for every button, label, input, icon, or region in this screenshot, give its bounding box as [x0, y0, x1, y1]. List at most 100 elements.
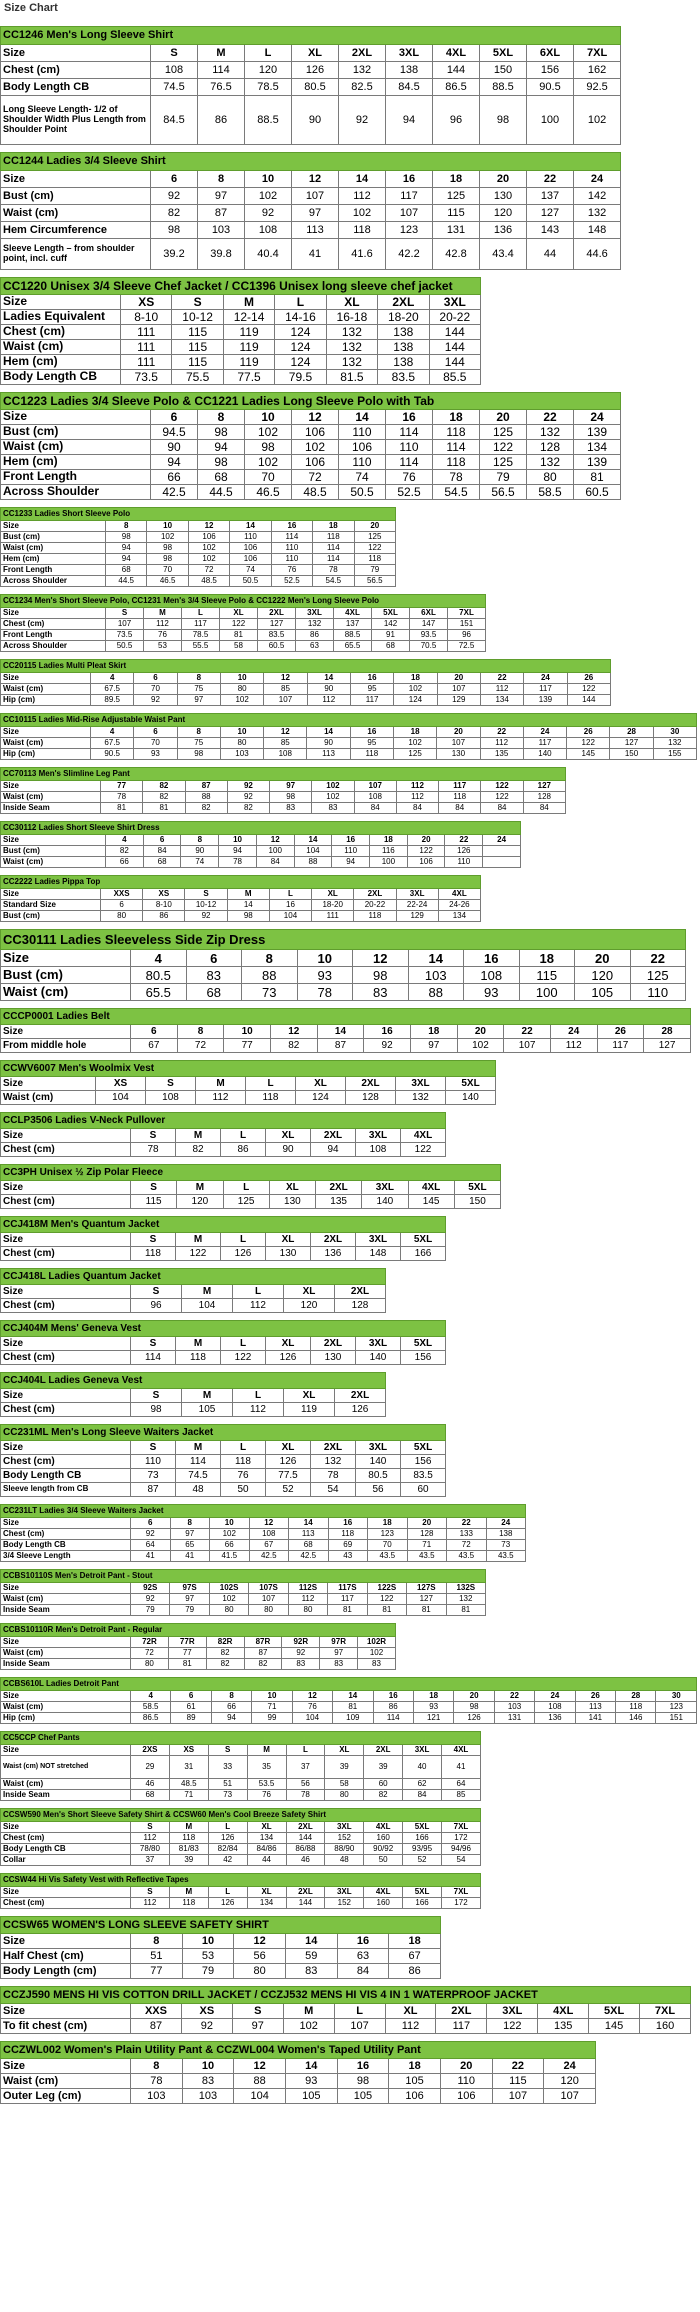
table-cell: 82	[226, 802, 271, 814]
table-row: Chest (cm) 118 122 126 130 136 148 166	[0, 1246, 447, 1261]
table-cell: 71	[406, 1539, 447, 1551]
table-cell: 112	[338, 187, 386, 205]
table-title: CC10115 Ladies Mid-Rise Adjustable Waist…	[0, 713, 698, 727]
table-cell: 83.5	[399, 1468, 447, 1483]
table-cell: 84	[438, 802, 482, 814]
table-cell: 82	[269, 1038, 318, 1053]
table-cell: 81	[219, 629, 258, 641]
table-cell: 106	[229, 542, 272, 554]
table-cell: 138	[385, 61, 433, 79]
size-table: CCBS10110S Men's Detroit Pant - Stout Siz…	[0, 1569, 487, 1616]
size-header-cell: 4XL	[407, 1180, 455, 1195]
row-label: Inside Seam	[0, 1658, 131, 1670]
table-cell: 86	[295, 629, 334, 641]
table-cell: 52.5	[270, 575, 314, 587]
size-header-cell: 20	[479, 170, 527, 188]
size-label: Size	[0, 1180, 131, 1195]
table-cell: 126	[444, 845, 484, 857]
size-label: Size	[0, 1232, 131, 1247]
table-cell: 122	[566, 683, 611, 695]
row-label: Waist (cm)	[0, 683, 91, 695]
size-header-row: Size 8 10 12 14 16 18 20	[0, 520, 397, 532]
table-cell: 134	[246, 1897, 287, 1909]
table-cell: 56	[355, 1482, 401, 1497]
size-header-cell: S	[145, 1076, 196, 1091]
table-row: Chest (cm) 112 118 126 134 144 152 160 166 172	[0, 1832, 481, 1844]
table-title: CC70113 Men's Slimline Leg Pant	[0, 767, 566, 781]
size-header-cell: 24	[523, 672, 568, 684]
table-cell: 140	[522, 748, 568, 760]
size-table-block: CCJ404L Ladies Geneva Vest Size S M L XL 2XL Ch…	[0, 1372, 700, 1417]
table-cell: 127	[257, 618, 296, 630]
table-cell: 16-18	[325, 309, 379, 325]
table-cell: 87	[243, 1647, 283, 1659]
size-table: CCCP0001 Ladies Belt Size 6 8 10 12 14 16 18 20 22…	[0, 1008, 691, 1053]
table-cell: 110	[385, 439, 433, 455]
size-header-cell: XL	[219, 607, 258, 619]
table-cell: 94	[104, 542, 148, 554]
table-cell: 144	[432, 61, 480, 79]
table-cell: 90/92	[363, 1843, 404, 1855]
table-cell: 78	[130, 1142, 176, 1157]
table-cell: 82	[205, 1647, 245, 1659]
size-header-row: Size 6 8 10 12 14 16 18 20 22 24 26 28	[0, 1024, 691, 1039]
table-cell: 112	[232, 1402, 284, 1417]
table-cell: 72	[130, 1647, 169, 1659]
table-cell: 43.5	[406, 1550, 447, 1562]
table-row: Bust (cm) 92 97 102 107 112 117 125 130 137 142	[0, 187, 622, 205]
row-label: Bust (cm)	[0, 424, 151, 440]
table-cell: 118	[338, 221, 386, 239]
size-header-cell: 3XL	[428, 294, 482, 310]
row-label: Collar	[0, 1854, 131, 1866]
size-header-cell: 107	[353, 780, 397, 792]
table-cell: 99	[251, 1712, 293, 1724]
table-cell: 18-20	[377, 309, 430, 325]
table-cell: 148	[572, 221, 622, 239]
table-cell: 102	[291, 439, 339, 455]
table-title: CC30112 Ladies Short Sleeve Shirt Dress	[0, 821, 521, 835]
table-cell: 98	[146, 542, 189, 554]
row-label: Chest (cm)	[0, 1246, 131, 1261]
size-header-cell: 14	[338, 170, 386, 188]
table-row: Hip (cm) 86.5 89 94 99 104 109 114 121 126 131 136 1…	[0, 1712, 698, 1724]
size-header-cell: 18	[367, 1517, 408, 1529]
table-cell: 166	[399, 1246, 447, 1261]
size-header-cell: 117	[438, 780, 482, 792]
table-cell: 82	[142, 791, 186, 803]
row-label: Chest (cm)	[0, 618, 106, 630]
row-label: Bust (cm)	[0, 845, 106, 857]
size-header-cell: 30	[652, 726, 698, 738]
size-label: Size	[0, 1744, 131, 1756]
row-label: Hem (cm)	[0, 354, 121, 370]
table-cell: 44	[246, 1854, 287, 1866]
size-table: CC3PH Unisex ½ Zip Polar Fleece Size S M L XL…	[0, 1164, 502, 1209]
table-cell: 81/83	[168, 1843, 209, 1855]
table-cell: 120	[574, 966, 631, 984]
size-header-cell: 122S	[366, 1582, 408, 1594]
table-title: CC1233 Ladies Short Sleeve Polo	[0, 507, 396, 521]
table-cell: 125	[479, 424, 527, 440]
size-header-cell: M	[246, 1744, 287, 1756]
size-header-cell: 14	[293, 834, 333, 846]
row-label: Waist (cm)	[0, 439, 151, 455]
size-table: CC1234 Men's Short Sleeve Polo, CC1231 M…	[0, 594, 487, 652]
row-label: Bust (cm)	[0, 187, 151, 205]
table-cell	[482, 845, 521, 857]
size-header-cell: 2XL	[435, 2003, 488, 2019]
table-cell: 118	[168, 1897, 209, 1909]
table-row: Half Chest (cm) 51 53 56 59 63 67	[0, 1948, 441, 1964]
size-header-cell: 8	[104, 520, 148, 532]
size-header-cell: 77	[99, 780, 144, 792]
table-cell: 107	[333, 2018, 386, 2034]
table-cell: 107	[385, 204, 433, 222]
size-header-cell: 82	[142, 780, 186, 792]
size-table-block: CC1220 Unisex 3/4 Sleeve Chef Jacket / C…	[0, 277, 700, 385]
table-cell: 160	[363, 1832, 404, 1844]
row-label: Waist (cm)	[0, 1778, 131, 1790]
size-header-cell: 102S	[208, 1582, 250, 1594]
table-cell: 127	[643, 1038, 691, 1053]
size-table: CC1244 Ladies 3/4 Sleeve Shirt Size 6 8 10 12…	[0, 152, 622, 270]
size-header-cell: 97S	[169, 1582, 210, 1594]
row-label: Waist (cm)	[0, 2073, 131, 2089]
table-cell: 83.5	[377, 369, 430, 385]
